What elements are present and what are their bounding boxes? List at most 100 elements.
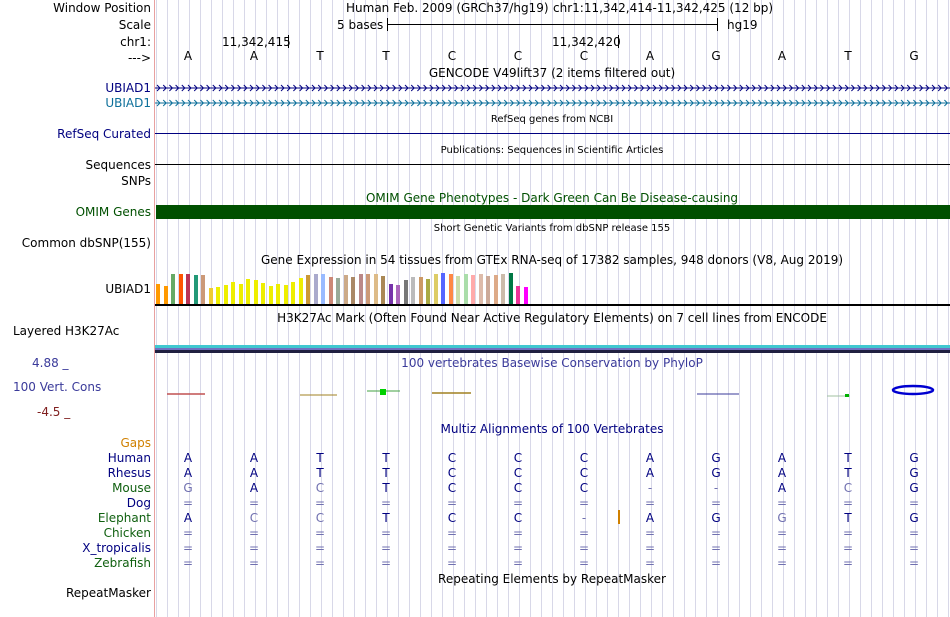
gtex-tissue-bar[interactable] <box>178 274 183 304</box>
gtex-tissue-bar[interactable] <box>426 279 430 304</box>
ubiad1-label-1[interactable]: UBIAD1 <box>105 81 151 95</box>
h3k27ac-signal-blue[interactable] <box>155 348 950 350</box>
strand-chevron <box>311 84 316 92</box>
gtex-tissue-bar[interactable] <box>493 275 498 304</box>
species-label[interactable]: Human <box>107 451 151 465</box>
gridline <box>574 0 575 617</box>
refseq-curated-label[interactable]: RefSeq Curated <box>57 127 151 141</box>
gtex-tissue-bar[interactable] <box>231 282 235 304</box>
strand-chevron <box>348 99 353 107</box>
gtex-tissue-bar[interactable] <box>283 285 288 304</box>
omim-genes-label[interactable]: OMIM Genes <box>75 205 151 219</box>
gtex-tissue-bar[interactable] <box>306 275 310 304</box>
h3k27ac-signal-dark[interactable] <box>155 350 950 353</box>
chrom-label[interactable]: chr1: <box>120 35 151 49</box>
gtex-tissue-bar[interactable] <box>276 284 280 304</box>
strand-chevron <box>590 99 595 107</box>
gtex-tissue-bar[interactable] <box>216 287 220 304</box>
gtex-tissue-bar[interactable] <box>448 274 453 304</box>
gtex-tissue-bar[interactable] <box>298 278 303 304</box>
gtex-tissue-bar[interactable] <box>321 274 325 304</box>
gtex-tissue-bar[interactable] <box>471 275 475 304</box>
species-label[interactable]: X_tropicalis <box>82 541 151 555</box>
gtex-tissue-bar[interactable] <box>403 280 408 304</box>
gtex-tissue-bar[interactable] <box>201 275 205 304</box>
gridline <box>651 0 652 617</box>
gtex-tissue-bar[interactable] <box>388 284 393 304</box>
gtex-tissue-bar[interactable] <box>418 277 423 304</box>
h3k27ac-signal-cyan[interactable] <box>155 345 950 348</box>
gtex-tissue-bar[interactable] <box>478 274 483 304</box>
species-label[interactable]: Mouse <box>112 481 151 495</box>
gridline <box>497 0 498 617</box>
gtex-tissue-bar[interactable] <box>343 275 348 304</box>
gtex-tissue-bar[interactable] <box>268 286 273 304</box>
gtex-tissue-bar[interactable] <box>156 284 160 304</box>
gaps-label[interactable]: Gaps <box>120 436 151 450</box>
gtex-bar-chart[interactable] <box>155 270 555 304</box>
gtex-tissue-bar[interactable] <box>433 274 438 304</box>
layered-h3k27ac-label[interactable]: Layered H3K27Ac <box>13 324 120 338</box>
gtex-tissue-bar[interactable] <box>508 273 513 304</box>
gtex-tissue-bar[interactable] <box>381 276 385 304</box>
species-label[interactable]: Dog <box>126 496 151 510</box>
ruler-coord-2: 11,342,420 <box>552 35 621 49</box>
gtex-tissue-bar[interactable] <box>456 276 460 304</box>
gtex-tissue-bar[interactable] <box>523 287 528 304</box>
refseq-gene-line[interactable] <box>155 133 950 134</box>
gtex-tissue-bar[interactable] <box>373 274 378 304</box>
alignment-base: = <box>248 496 260 510</box>
gtex-gene-label[interactable]: UBIAD1 <box>105 282 151 296</box>
gtex-tissue-bar[interactable] <box>313 274 318 304</box>
gridline <box>695 0 696 617</box>
gtex-tissue-bar[interactable] <box>261 283 265 304</box>
species-label[interactable]: Zebrafish <box>94 556 151 570</box>
phylop-signal[interactable] <box>155 384 950 404</box>
ubiad1-label-2[interactable]: UBIAD1 <box>105 96 151 110</box>
sequences-label[interactable]: Sequences <box>85 158 151 172</box>
vert-cons-label[interactable]: 100 Vert. Cons <box>13 380 102 394</box>
gtex-tissue-bar[interactable] <box>171 274 175 304</box>
gtex-tissue-bar[interactable] <box>328 277 333 304</box>
publications-sequence-line[interactable] <box>155 164 950 165</box>
strand-chevron <box>361 99 366 107</box>
gtex-tissue-bar[interactable] <box>501 274 505 304</box>
window-position-label[interactable]: Window Position <box>53 1 151 15</box>
gtex-tissue-bar[interactable] <box>208 288 213 304</box>
gtex-tissue-bar[interactable] <box>223 285 228 304</box>
gencode-gene-models[interactable] <box>155 81 950 109</box>
gtex-tissue-bar[interactable] <box>193 275 198 304</box>
gtex-tissue-bar[interactable] <box>253 280 258 304</box>
gtex-tissue-bar[interactable] <box>411 277 415 304</box>
gtex-tissue-bar[interactable] <box>336 278 340 304</box>
strand-label[interactable]: ---> <box>127 51 151 65</box>
gtex-tissue-bar[interactable] <box>163 286 168 304</box>
strand-chevron <box>317 84 322 92</box>
gtex-tissue-bar[interactable] <box>358 274 363 304</box>
gtex-tissue-bar[interactable] <box>396 285 400 304</box>
gtex-tissue-bar[interactable] <box>186 274 190 304</box>
gtex-tissue-bar[interactable] <box>366 274 370 304</box>
strand-chevron <box>187 99 192 107</box>
snps-label[interactable]: SNPs <box>121 174 151 188</box>
species-label[interactable]: Rhesus <box>107 466 151 480</box>
gtex-tissue-bar[interactable] <box>441 273 445 304</box>
alignment-base: - <box>581 511 587 525</box>
omim-gene-block[interactable] <box>156 205 950 219</box>
strand-chevron <box>305 99 310 107</box>
species-label[interactable]: Chicken <box>103 526 151 540</box>
gtex-tissue-bar[interactable] <box>516 286 520 304</box>
gtex-tissue-bar[interactable] <box>351 277 355 304</box>
common-dbsnp-label[interactable]: Common dbSNP(155) <box>21 236 151 250</box>
gtex-tissue-bar[interactable] <box>246 279 250 304</box>
alignment-base: = <box>446 541 458 555</box>
gtex-tissue-bar[interactable] <box>463 274 468 304</box>
species-label[interactable]: Elephant <box>97 511 151 525</box>
browser-image[interactable]: Human Feb. 2009 (GRCh37/hg19) chr1:11,34… <box>155 0 950 617</box>
strand-chevron <box>373 99 378 107</box>
gtex-tissue-bar[interactable] <box>238 284 243 304</box>
gtex-tissue-bar[interactable] <box>291 282 295 304</box>
scale-label[interactable]: Scale <box>118 18 151 32</box>
repeatmasker-label[interactable]: RepeatMasker <box>65 586 151 600</box>
gtex-tissue-bar[interactable] <box>486 276 490 304</box>
